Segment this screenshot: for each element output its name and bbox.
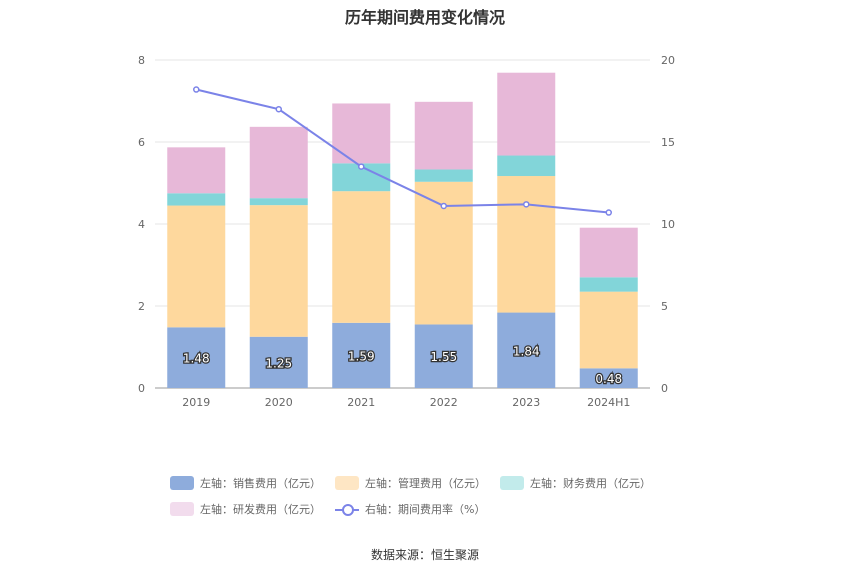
- legend-label-finance: 左轴：财务费用（亿元）: [530, 477, 651, 490]
- legend-row-2: 左轴：研发费用（亿元） 右轴：期间费用率（%）: [170, 496, 690, 522]
- bar-segment: [249, 205, 308, 337]
- bar-data-label: 0.48: [595, 372, 622, 386]
- rate-point: [275, 105, 282, 113]
- bar-segment: [249, 198, 308, 206]
- right-axis-tick-label: 20: [661, 54, 675, 67]
- bar-segment: [579, 277, 638, 292]
- bar-segment: [249, 336, 308, 388]
- bar-data-label: 1.55: [430, 350, 457, 364]
- rate-point: [193, 86, 200, 93]
- legend-item-rnd[interactable]: 左轴：研发费用（亿元）: [170, 501, 321, 517]
- bar-segment: [414, 169, 473, 182]
- left-axis-tick-label: 6: [138, 136, 145, 149]
- bar-segment: [414, 101, 473, 170]
- right-axis-tick-label: 15: [661, 136, 675, 149]
- x-axis-tick-label: 2023: [512, 396, 540, 409]
- x-axis-tick-label: 2020: [265, 396, 293, 409]
- bar-segment: [579, 368, 638, 388]
- x-axis-tick-label: 2019: [182, 396, 210, 409]
- left-axis-tick-label: 0: [138, 382, 145, 395]
- rate-point: [440, 202, 447, 210]
- finance-swatch-icon: [500, 476, 524, 490]
- rate-line-icon: [335, 502, 359, 516]
- bar-segment: [497, 312, 556, 388]
- right-axis-tick-label: 10: [661, 218, 675, 231]
- rate-line: [196, 88, 609, 214]
- chart-title: 历年期间费用变化情况: [344, 8, 505, 27]
- legend-label-rnd: 左轴：研发费用（亿元）: [200, 503, 321, 516]
- right-axis-tick-label: 5: [661, 300, 668, 313]
- x-axis-tick-label: 2021: [347, 396, 375, 409]
- legend-label-rate: 右轴：期间费用率（%）: [365, 503, 486, 516]
- sales-swatch-icon: [170, 476, 194, 490]
- legend-item-rate[interactable]: 右轴：期间费用率（%）: [335, 501, 485, 517]
- right-axis-tick-label: 0: [661, 382, 668, 395]
- bar-segment: [332, 191, 391, 323]
- rate-point: [605, 209, 612, 216]
- source-note: 数据来源：恒生聚源: [370, 548, 479, 562]
- bar-data-label: 1.84: [513, 344, 540, 358]
- chart-plot: 0 2 4 6 8 0 5 10 15 20 1.48 2019 1.25 2020 1.59 2021 1.5…: [138, 54, 675, 409]
- legend-label-sales: 左轴：销售费用（亿元）: [200, 477, 321, 490]
- bar-data-label: 1.48: [183, 352, 210, 366]
- legend-row-1: 左轴：销售费用（亿元） 左轴：管理费用（亿元） 左轴：财务费用（亿元）: [170, 470, 690, 496]
- left-axis-tick-label: 4: [138, 218, 145, 231]
- x-axis-tick-label: 2024H1: [587, 396, 630, 409]
- admin-swatch-icon: [335, 476, 359, 490]
- bar-segment: [579, 227, 638, 278]
- legend: 左轴：销售费用（亿元） 左轴：管理费用（亿元） 左轴：财务费用（亿元） 左轴：研…: [170, 470, 690, 522]
- bar-segment: [332, 322, 391, 388]
- rnd-swatch-icon: [170, 502, 194, 516]
- legend-item-admin[interactable]: 左轴：管理费用（亿元）: [335, 475, 486, 491]
- bar-segment: [579, 291, 638, 369]
- left-axis-tick-label: 2: [138, 300, 145, 313]
- legend-label-admin: 左轴：管理费用（亿元）: [365, 477, 486, 490]
- legend-item-finance[interactable]: 左轴：财务费用（亿元）: [500, 475, 651, 491]
- bar-segment: [167, 327, 226, 388]
- x-axis-tick-label: 2022: [430, 396, 458, 409]
- bar-segment: [167, 193, 226, 206]
- legend-item-sales[interactable]: 左轴：销售费用（亿元）: [170, 475, 321, 491]
- bar-segment: [414, 324, 473, 388]
- bar-segment: [167, 205, 226, 328]
- bar-segment: [497, 72, 556, 156]
- left-axis-tick-label: 8: [138, 54, 145, 67]
- bar-segment: [167, 147, 226, 194]
- rate-point: [523, 201, 530, 208]
- bar-data-label: 1.59: [348, 349, 375, 363]
- bar-segment: [497, 155, 556, 177]
- rate-point: [358, 163, 365, 170]
- bar-data-label: 1.25: [265, 356, 292, 370]
- bar-segment: [332, 103, 391, 164]
- bar-segment: [249, 126, 308, 199]
- bar-segment: [497, 176, 556, 313]
